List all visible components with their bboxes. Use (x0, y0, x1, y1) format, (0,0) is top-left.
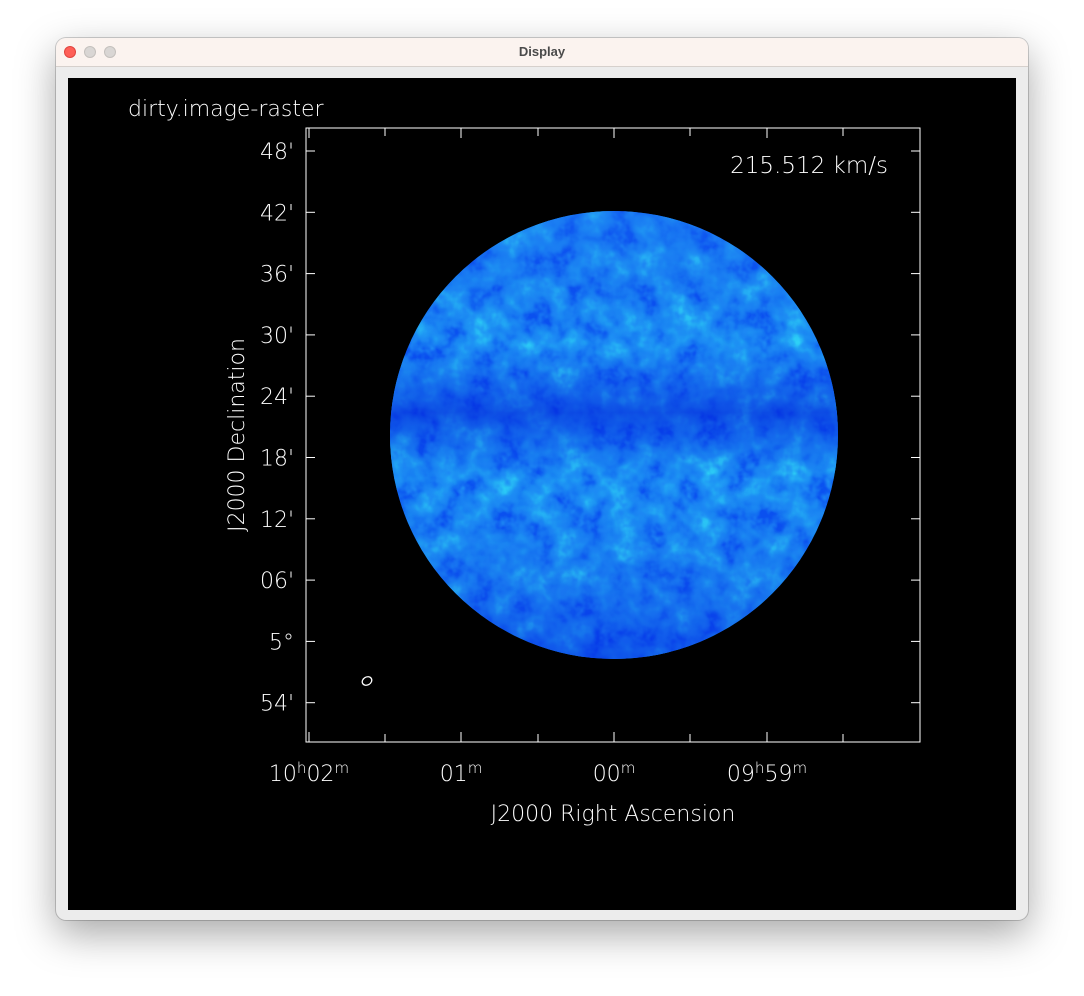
display-window: Display (56, 38, 1028, 920)
y-tick-label: 24' (260, 385, 294, 410)
y-tick-label: 06' (260, 569, 294, 594)
y-tick-labels: 48' 42' 36' 30' 24' 18' 12' 06' 5° 54' (260, 140, 294, 717)
y-tick-label: 42' (260, 201, 294, 226)
x-tick-label: 01m (440, 759, 483, 787)
plot-frame (305, 127, 921, 743)
y-tick-label: 12' (260, 508, 294, 533)
beam-ellipse (361, 676, 373, 686)
y-tick-label: 54' (260, 692, 294, 717)
raster-image[interactable] (390, 211, 838, 659)
y-axis-label: J2000 Declination (225, 338, 250, 532)
velocity-label: 215.512 km/s (730, 153, 888, 179)
window-title: Display (518, 44, 566, 59)
x-tick-labels: 10h02m 01m 00m 09h59m (269, 759, 807, 787)
axis-ticks (306, 128, 920, 742)
close-window-button[interactable] (64, 46, 76, 58)
x-axis-label: J2000 Right Ascension (491, 802, 736, 827)
image-name-label: dirty.image-raster (128, 97, 324, 122)
y-tick-label: 36' (260, 263, 294, 288)
image-display-canvas[interactable]: dirty.image-raster 215.512 km/s 48' 42' 36… (68, 78, 1016, 910)
y-tick-label: 5° (269, 630, 294, 655)
y-tick-label: 18' (260, 447, 294, 472)
zoom-window-button[interactable] (104, 46, 116, 58)
minimize-window-button[interactable] (84, 46, 96, 58)
x-tick-label: 00m (593, 759, 636, 787)
x-tick-label: 09h59m (727, 759, 807, 787)
raster-plot[interactable]: dirty.image-raster 215.512 km/s 48' 42' 36… (68, 78, 1016, 910)
x-tick-label: 10h02m (269, 759, 349, 787)
y-tick-label: 30' (260, 324, 294, 349)
title-bar: Display (56, 38, 1028, 67)
y-tick-label: 48' (260, 140, 294, 165)
